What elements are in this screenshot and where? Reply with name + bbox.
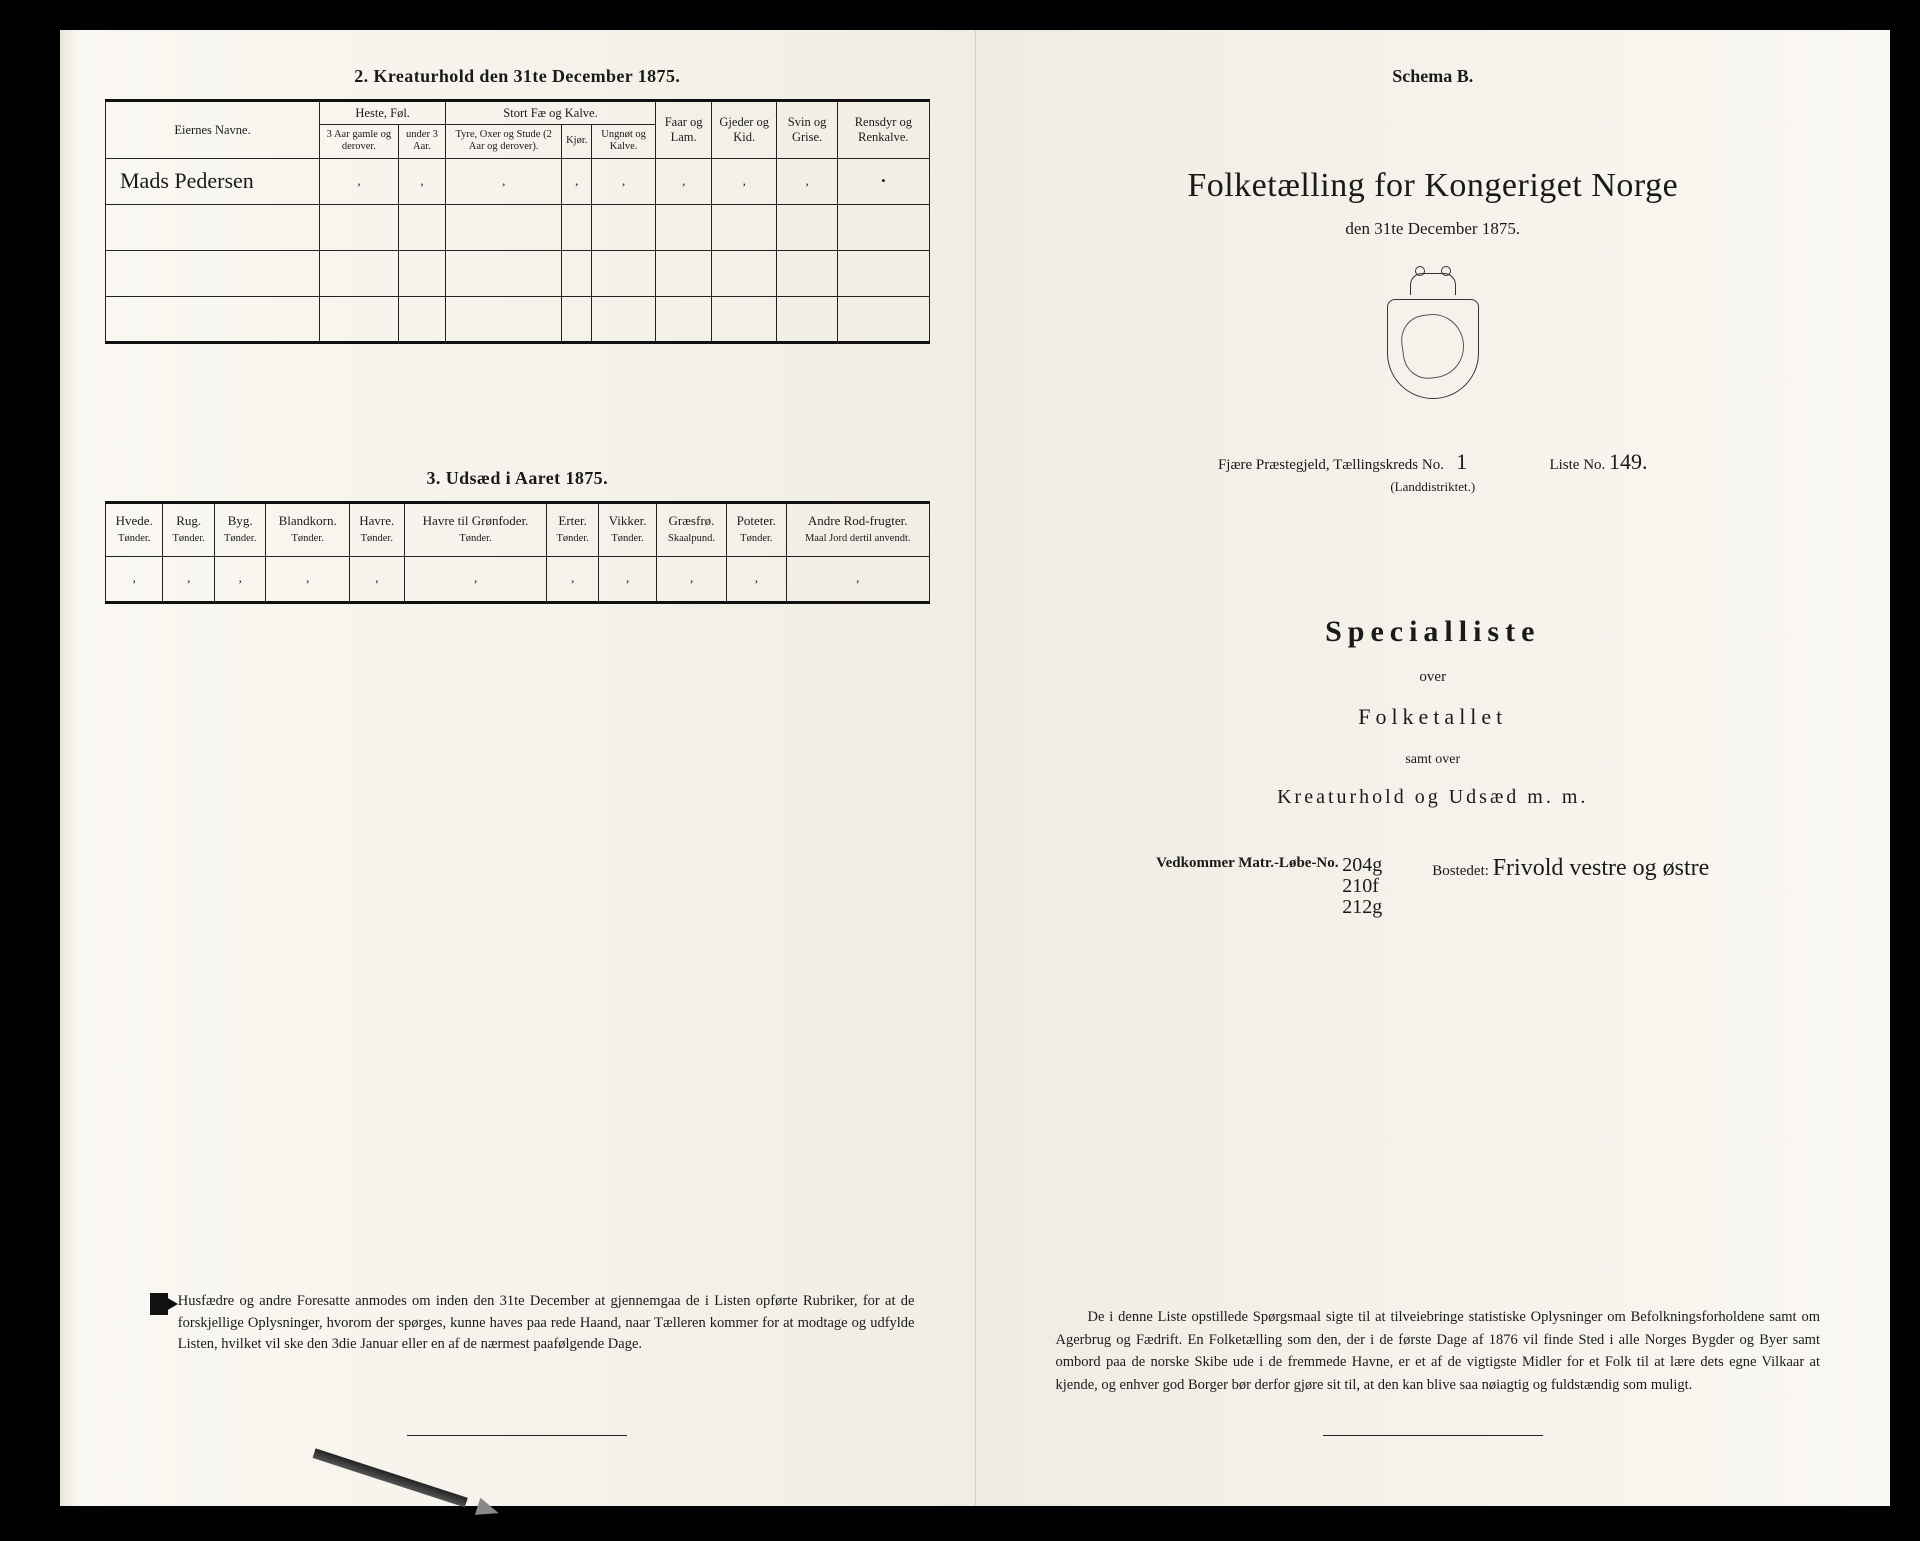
book-spread: 2. Kreaturhold den 31te December 1875. E… (60, 30, 1890, 1506)
t2-r4-owner (106, 296, 320, 342)
col-heste-3aar: 3 Aar gamle og derover. (320, 125, 399, 158)
t2-r1-c8: ‚ (776, 158, 837, 204)
t2-r1-c2: ‚ (398, 158, 446, 204)
t3-col-9: Poteter.Tønder. (726, 502, 786, 556)
t3-col-4: Havre.Tønder. (349, 502, 404, 556)
t3-val-6: ‚ (547, 556, 598, 602)
t3-col-8: Græsfrø.Skaalpund. (657, 502, 727, 556)
t2-r1-c7: ‚ (712, 158, 776, 204)
bostedet-value: Frivold vestre og østre (1493, 855, 1710, 881)
t3-val-5: ‚ (404, 556, 547, 602)
t3-col-3: Blandkorn.Tønder. (266, 502, 350, 556)
t3-val-1: ‚ (163, 556, 214, 602)
lobeno-values: 204g 210f 212g (1342, 855, 1382, 918)
colgrp-heste: Heste, Føl. (320, 101, 446, 125)
left-page: 2. Kreaturhold den 31te December 1875. E… (60, 30, 976, 1506)
district-label: Præstegjeld, Tællingskreds No. (1256, 457, 1444, 473)
col-owner: Eiernes Navne. (106, 101, 320, 159)
t3-val-8: ‚ (657, 556, 727, 602)
t3-val-7: ‚ (598, 556, 656, 602)
col-heste-u3: under 3 Aar. (398, 125, 446, 158)
census-subtitle: den 31te December 1875. (1021, 219, 1846, 239)
col-gjeder: Gjeder og Kid. (712, 101, 776, 159)
coat-of-arms-icon (1378, 273, 1488, 413)
t2-r1-c5: ‚ (592, 158, 655, 204)
t3-val-2: ‚ (214, 556, 265, 602)
t3-col-1: Rug.Tønder. (163, 502, 214, 556)
t3-val-9: ‚ (726, 556, 786, 602)
schema-label: Schema B. (1021, 66, 1846, 87)
colgrp-stortfae: Stort Fæ og Kalve. (446, 101, 656, 125)
right-bottom-rule (1323, 1435, 1543, 1436)
t3-val-10: ‚ (786, 556, 929, 602)
t3-col-7: Vikker.Tønder. (598, 502, 656, 556)
vedkommer-line: Vedkommer Matr.-Løbe-No. 204g 210f 212g … (1021, 855, 1846, 918)
t2-r1-c3: ‚ (446, 158, 562, 204)
t2-r2-owner (106, 204, 320, 250)
liste-label: Liste No. (1549, 457, 1605, 473)
spec-folketallet: Folketallet (1021, 704, 1846, 730)
spec-samt: samt over (1021, 752, 1846, 768)
table3-title: 3. Udsæd i Aaret 1875. (105, 468, 930, 489)
left-bottom-rule (407, 1435, 627, 1436)
col-stort-kjor: Kjør. (562, 125, 592, 158)
pen-icon (305, 1424, 495, 1537)
t3-col-10: Andre Rod-frugter.Maal Jord dertil anven… (786, 502, 929, 556)
t2-r1-c6: ‚ (655, 158, 712, 204)
t2-r3-owner (106, 250, 320, 296)
t3-val-0: ‚ (106, 556, 163, 602)
left-footnote: Husfædre og andre Foresatte anmodes om i… (150, 1291, 915, 1356)
col-faar: Faar og Lam. (655, 101, 712, 159)
table2-title: 2. Kreaturhold den 31te December 1875. (105, 66, 930, 87)
t3-col-2: Byg.Tønder. (214, 502, 265, 556)
district-prefix: Fjære (1218, 457, 1252, 473)
pointing-hand-icon (150, 1293, 168, 1315)
t3-val-3: ‚ (266, 556, 350, 602)
vedk-label: Vedkommer Matr.-Løbe-No. (1156, 855, 1338, 871)
specialliste-heading: Specialliste (1021, 615, 1846, 649)
spec-over: over (1021, 669, 1846, 686)
right-footnote: De i denne Liste opstillede Spørgsmaal s… (1056, 1306, 1821, 1396)
t3-col-6: Erter.Tønder. (547, 502, 598, 556)
spec-kreatur: Kreaturhold og Udsæd m. m. (1021, 786, 1846, 809)
t3-col-5: Havre til Grønfoder.Tønder. (404, 502, 547, 556)
census-title: Folketælling for Kongeriget Norge (1021, 167, 1846, 205)
t3-val-4: ‚ (349, 556, 404, 602)
udsaed-table: Hvede.Tønder.Rug.Tønder.Byg.Tønder.Bland… (105, 501, 930, 604)
landdistriktet: (Landdistriktet.) (1021, 479, 1846, 495)
t3-col-0: Hvede.Tønder. (106, 502, 163, 556)
t2-r1-c9: • (838, 158, 929, 204)
t2-r1-c4: ‚ (562, 158, 592, 204)
liste-no-value: 149. (1609, 449, 1648, 475)
owner-row1: Mads Pedersen (106, 158, 320, 204)
kreaturhold-table: Eiernes Navne. Heste, Føl. Stort Fæ og K… (105, 99, 930, 344)
col-svin: Svin og Grise. (776, 101, 837, 159)
col-stort-ungnot: Ungnøt og Kalve. (592, 125, 655, 158)
t2-r1-c1: ‚ (320, 158, 399, 204)
left-footnote-text: Husfædre og andre Foresatte anmodes om i… (178, 1291, 915, 1356)
tellingskreds-no: 1 (1448, 449, 1476, 475)
bostedet-label: Bostedet: (1432, 863, 1489, 879)
district-line: Fjære Præstegjeld, Tællingskreds No. 1 L… (1021, 449, 1846, 495)
col-stort-tyre: Tyre, Oxer og Stude (2 Aar og derover). (446, 125, 562, 158)
right-page: Schema B. Folketælling for Kongeriget No… (976, 30, 1891, 1506)
col-rensdyr: Rensdyr og Renkalve. (838, 101, 929, 159)
